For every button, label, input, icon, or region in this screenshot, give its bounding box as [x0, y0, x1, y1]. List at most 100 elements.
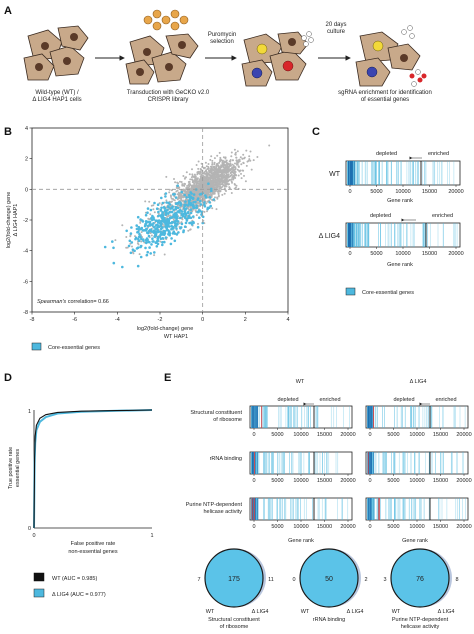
scatter-x-tick-label: -6 — [72, 317, 77, 323]
scatter-point-non-essential — [221, 193, 224, 196]
scatter-point-non-essential — [218, 181, 221, 184]
scatter-point-non-essential — [173, 178, 175, 180]
scatter-y-tick-label: -8 — [23, 310, 28, 316]
scatter-point-core-essential — [150, 243, 153, 246]
scatter-point-non-essential — [129, 234, 132, 237]
scatter-point-non-essential — [223, 168, 225, 171]
scatter-point-core-essential — [198, 209, 202, 212]
scatter-point-core-essential — [130, 241, 134, 244]
scatter-point-non-essential — [136, 242, 139, 245]
scatter-point-non-essential — [179, 195, 182, 198]
correlation-label-italic: Spearman's — [37, 299, 66, 305]
scatter-point-non-essential — [125, 246, 128, 249]
scatter-point-non-essential — [191, 173, 194, 176]
c-lig4-rank-barcode — [345, 222, 461, 248]
c-wt-x-tick-label: 0 — [348, 189, 351, 195]
scatter-point-non-essential — [216, 182, 219, 185]
e-rank-lines — [251, 452, 339, 474]
scatter-point-core-essential — [161, 201, 165, 205]
c-lig4-rank-lines — [347, 223, 458, 247]
scatter-point-non-essential — [228, 187, 231, 190]
scatter-point-core-essential — [171, 226, 175, 229]
scatter-point-core-essential — [136, 264, 140, 268]
scatter-point-core-essential — [137, 225, 141, 229]
scatter-point-non-essential — [209, 168, 212, 171]
scatter-point-non-essential — [181, 183, 184, 186]
scatter-point-core-essential — [156, 221, 160, 224]
scatter-point-core-essential — [139, 218, 142, 221]
e-rank-lines — [367, 498, 466, 520]
scatter-point-non-essential — [216, 154, 219, 157]
scatter-point-non-essential — [205, 175, 208, 178]
scatter-point-core-essential — [156, 239, 160, 242]
scatter-point-non-essential — [198, 179, 201, 182]
scatter-point-non-essential — [216, 196, 219, 199]
venn-title-line1: Structural constituent — [208, 617, 260, 623]
scatter-point-non-essential — [178, 222, 181, 225]
scatter-point-non-essential — [196, 178, 199, 181]
e-x-tick-label: 10000 — [293, 478, 308, 484]
scatter-point-non-essential — [174, 181, 177, 184]
scatter-point-core-essential — [138, 232, 141, 236]
scatter-point-non-essential — [189, 178, 192, 181]
e-x-tick-label: 20000 — [340, 432, 355, 438]
scatter-point-non-essential — [184, 176, 187, 179]
e-x-tick-label: 0 — [252, 432, 255, 438]
scatter-x-tick-label: 2 — [244, 317, 247, 323]
scatter-point-core-essential — [173, 232, 177, 235]
scatter-point-non-essential — [228, 160, 231, 163]
c-lig4-x-tick-label: 10000 — [395, 251, 410, 257]
scatter-point-non-essential — [242, 169, 245, 172]
scatter-point-non-essential — [194, 184, 197, 187]
panel-d-letter: D — [4, 372, 12, 384]
scatter-point-non-essential — [230, 164, 232, 167]
e-row-2-col-0: 0 5000 10000 15000 20000 — [249, 497, 356, 530]
scatter-point-non-essential — [205, 202, 208, 205]
scatter-point-non-essential — [268, 144, 271, 147]
scatter-point-core-essential — [212, 198, 216, 201]
scatter-point-non-essential — [210, 184, 213, 187]
scatter-point-non-essential — [190, 176, 193, 179]
scatter-point-non-essential — [224, 181, 227, 184]
scatter-point-non-essential — [187, 229, 190, 232]
scatter-point-non-essential — [235, 184, 238, 187]
c-wt-enriched: enriched — [428, 151, 449, 157]
scatter-point-core-essential — [146, 211, 149, 214]
e-x-tick-label: 10000 — [409, 478, 424, 484]
scatter-point-non-essential — [243, 156, 246, 159]
scatter-point-core-essential — [185, 196, 188, 199]
scatter-point-non-essential — [228, 163, 231, 166]
scatter-point-non-essential — [181, 195, 183, 198]
scatter-point-non-essential — [202, 181, 205, 184]
scatter-x-tick-label: -8 — [30, 317, 35, 323]
scatter-y-tick-label: 4 — [25, 126, 28, 132]
scatter-point-non-essential — [205, 165, 208, 168]
scatter-point-non-essential — [226, 180, 229, 183]
e-rank-barcode — [365, 497, 469, 521]
scatter-point-core-essential — [135, 247, 139, 250]
scatter-point-core-essential — [189, 221, 193, 224]
scatter-point-non-essential — [249, 159, 252, 162]
scatter-point-non-essential — [204, 184, 207, 187]
scatter-point-core-essential — [152, 222, 155, 225]
scatter-point-core-essential — [121, 265, 124, 269]
scatter-point-non-essential — [224, 156, 227, 159]
scatter-x-tick-label: -2 — [158, 317, 163, 323]
scatter-point-non-essential — [206, 168, 209, 170]
scatter-point-core-essential — [174, 223, 178, 226]
e-rank-lines — [251, 406, 350, 428]
scatter-point-core-essential — [192, 215, 195, 218]
scatter-point-core-essential — [198, 193, 202, 196]
scatter-point-non-essential — [220, 166, 223, 169]
scatter-y-tick-label: -2 — [23, 218, 28, 224]
scatter-point-core-essential — [144, 238, 148, 242]
panel-a: A Wild-type (WT) / Δ LIG4 HAP1 cells — [4, 5, 432, 103]
scatter-point-non-essential — [225, 166, 228, 169]
scatter-point-non-essential — [181, 218, 184, 221]
scatter-point-core-essential — [163, 218, 166, 222]
scatter-point-core-essential — [159, 230, 162, 233]
c-wt-xlabel: Gene rank — [387, 198, 413, 204]
scatter-point-non-essential — [223, 187, 226, 190]
venn-center-count: 50 — [325, 576, 333, 583]
